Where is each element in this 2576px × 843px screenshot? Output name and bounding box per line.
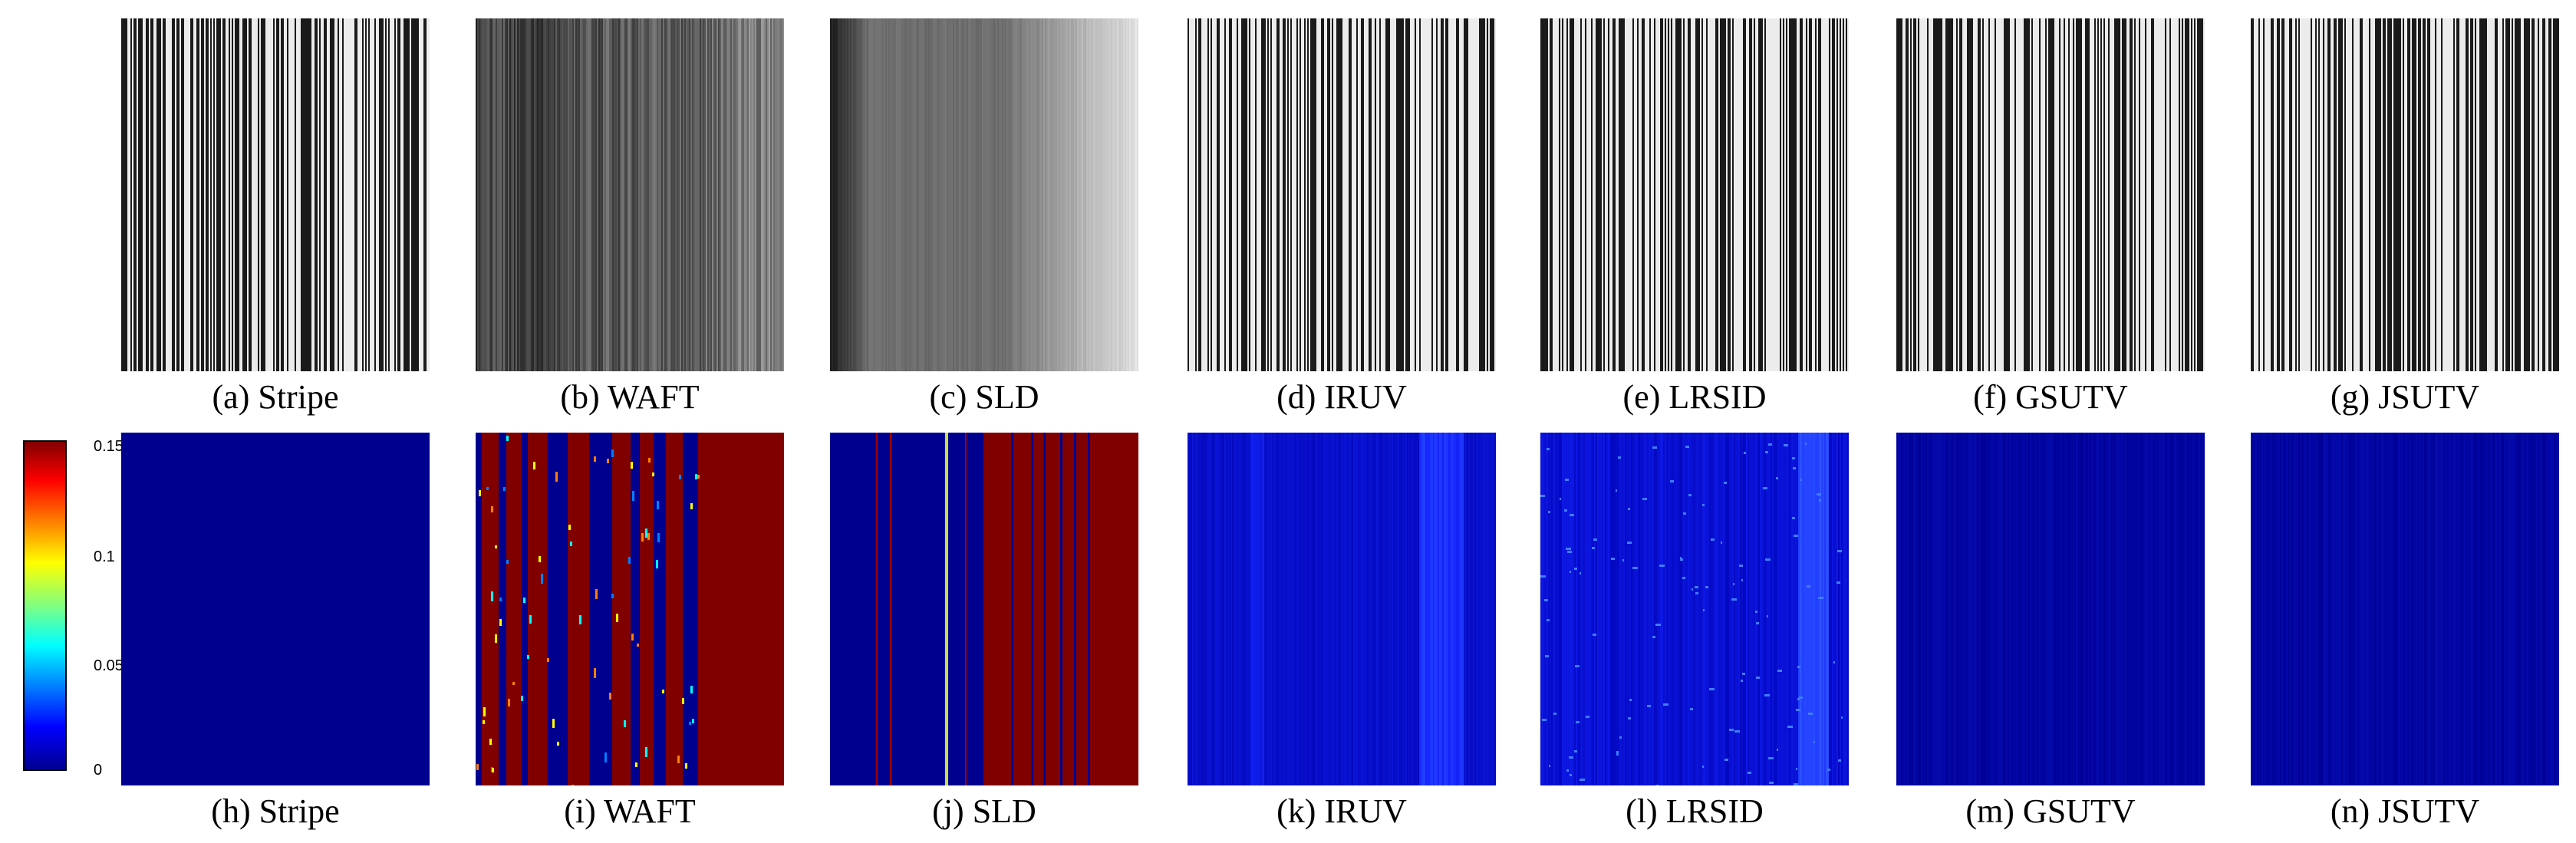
panel-caption: (a) Stripe [212, 378, 339, 416]
panel-caption: (c) SLD [929, 378, 1039, 416]
panel-caption: (l) LRSID [1626, 792, 1764, 830]
error-colorbar: 0.15 0.1 0.05 0 [23, 439, 124, 778]
panel-caption: (d) IRUV [1276, 378, 1407, 416]
panel-image [1896, 18, 2205, 371]
top-row-panel [121, 18, 430, 371]
top-row-panel [2251, 18, 2559, 371]
top-row-panel [1188, 18, 1496, 371]
bottom-row-panel [1896, 433, 2205, 785]
panel-caption: (n) JSUTV [2330, 792, 2480, 830]
top-row-panel [830, 18, 1138, 371]
panel-caption: (f) GSUTV [1973, 378, 2128, 416]
bottom-row-panel [830, 433, 1138, 785]
panel-image [830, 433, 1138, 785]
panel-image [1188, 433, 1496, 785]
panel-image [1540, 433, 1849, 785]
panel-image [1188, 18, 1496, 371]
panel-caption: (m) GSUTV [1965, 792, 2136, 830]
panel-caption: (j) SLD [932, 792, 1036, 830]
colorbar-tick-label: 0.05 [94, 657, 124, 674]
panel-image [1540, 18, 1849, 371]
bottom-row-panel [476, 433, 784, 785]
panel-image [2251, 18, 2559, 371]
panel-image [476, 18, 784, 371]
bottom-row-panel [1188, 433, 1496, 785]
bottom-row-panel [121, 433, 430, 785]
top-row-panel [476, 18, 784, 371]
panel-caption: (b) WAFT [560, 378, 700, 416]
panel-caption: (k) IRUV [1276, 792, 1407, 830]
colorbar-tick-label: 0 [94, 762, 103, 779]
panel-image [121, 433, 430, 785]
panel-image [2251, 433, 2559, 785]
panel-image [476, 433, 784, 785]
top-row-panel [1896, 18, 2205, 371]
panel-caption: (e) LRSID [1622, 378, 1767, 416]
panel-image [121, 18, 430, 371]
bottom-row-panel [2251, 433, 2559, 785]
colorbar-tick-label: 0.1 [94, 548, 115, 565]
colorbar-tick-label: 0.15 [94, 438, 124, 455]
panel-caption: (i) WAFT [564, 792, 696, 830]
panel-image [1896, 433, 2205, 785]
colorbar-gradient [23, 440, 67, 771]
panel-caption: (g) JSUTV [2330, 378, 2480, 416]
panel-caption: (h) Stripe [211, 792, 340, 830]
panel-image [830, 18, 1138, 371]
top-row-panel [1540, 18, 1849, 371]
bottom-row-panel [1540, 433, 1849, 785]
